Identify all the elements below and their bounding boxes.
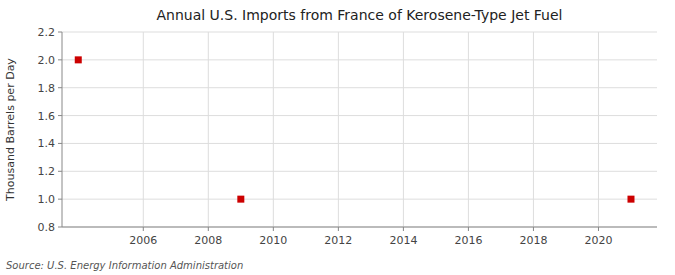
grid-line-y xyxy=(62,87,657,88)
tick-label-y: 1.4 xyxy=(38,137,56,150)
tick-label-x: 2006 xyxy=(129,234,157,247)
tick-y xyxy=(58,227,62,228)
tick-label-x: 2010 xyxy=(259,234,287,247)
grid-line-y xyxy=(62,59,657,60)
grid-line-x xyxy=(533,32,534,227)
grid-line-x xyxy=(273,32,274,227)
axes: 0.8 1.0 1.2 1.4 1.6 1.8 2.0 2.2 2006 2008 2010 2012… xyxy=(38,26,658,247)
point xyxy=(237,196,244,203)
tick-y xyxy=(58,59,62,60)
tick-x xyxy=(468,227,469,231)
tick-y xyxy=(58,87,62,88)
tick-y xyxy=(58,171,62,172)
y-axis-line xyxy=(62,32,63,227)
grid-line-y xyxy=(62,199,657,200)
grid xyxy=(62,32,657,227)
tick-y xyxy=(58,199,62,200)
points xyxy=(75,56,635,202)
tick-x xyxy=(598,227,599,231)
grid-line-y xyxy=(62,143,657,144)
tick-label-y: 1.2 xyxy=(38,165,56,178)
tick-label-y: 1.6 xyxy=(38,110,56,123)
tick-label-y: 2.0 xyxy=(38,54,56,67)
tick-label-x: 2020 xyxy=(584,234,612,247)
tick-label-x: 2008 xyxy=(194,234,222,247)
tick-label-y: 0.8 xyxy=(38,221,56,234)
tick-label-y: 1.0 xyxy=(38,193,56,206)
grid-line-x xyxy=(143,32,144,227)
grid-line-x xyxy=(468,32,469,227)
grid-line-y xyxy=(62,32,657,33)
tick-x xyxy=(143,227,144,231)
tick-y xyxy=(58,143,62,144)
tick-label-x: 2016 xyxy=(454,234,482,247)
tick-x xyxy=(208,227,209,231)
grid-line-x xyxy=(338,32,339,227)
tick-label-x: 2012 xyxy=(324,234,352,247)
grid-line-y xyxy=(62,171,657,172)
source-note: Source: U.S. Energy Information Administ… xyxy=(6,260,243,271)
point xyxy=(75,56,82,63)
tick-x xyxy=(273,227,274,231)
x-axis-line xyxy=(62,227,657,228)
title: Annual U.S. Imports from France of Keros… xyxy=(156,7,562,23)
tick-label-x: 2014 xyxy=(389,234,417,247)
chart: Annual U.S. Imports from France of Keros… xyxy=(0,0,675,275)
tick-label-x: 2018 xyxy=(519,234,547,247)
tick-label-y: 1.8 xyxy=(38,82,56,95)
point xyxy=(627,196,634,203)
grid-line-y xyxy=(62,115,657,116)
grid-line-x xyxy=(403,32,404,227)
tick-x xyxy=(533,227,534,231)
tick-label-y: 2.2 xyxy=(38,26,56,39)
tick-y xyxy=(58,115,62,116)
grid-line-y xyxy=(62,227,657,228)
tick-x xyxy=(338,227,339,231)
y-axis-label: Thousand Barrels per Day xyxy=(4,58,17,202)
tick-x xyxy=(403,227,404,231)
grid-line-x xyxy=(208,32,209,227)
tick-y xyxy=(58,32,62,33)
grid-line-x xyxy=(598,32,599,227)
